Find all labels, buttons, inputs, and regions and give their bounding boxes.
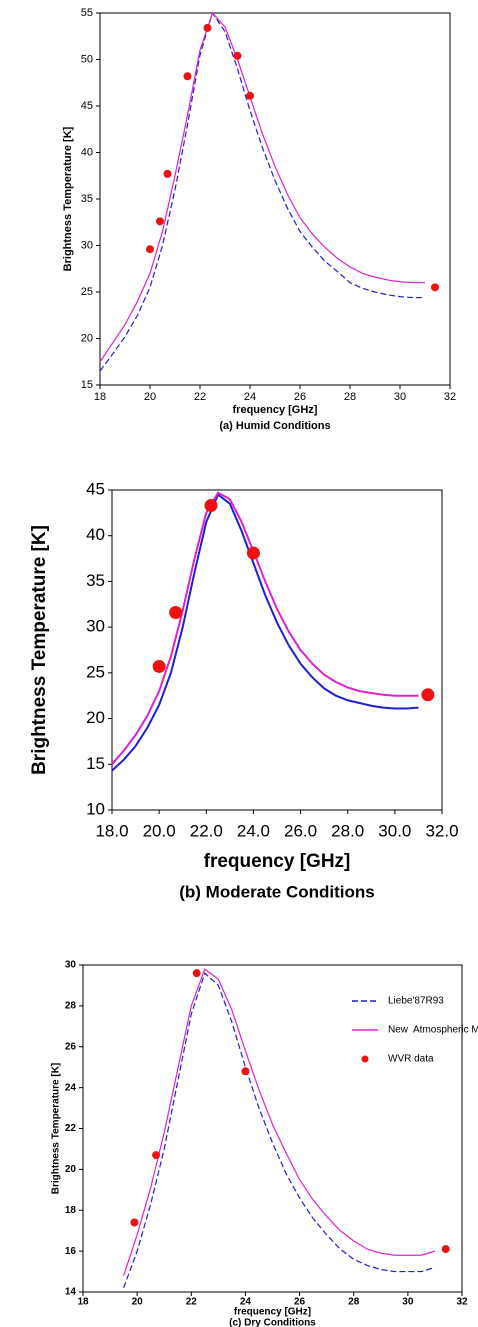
y-tick-label: 18 xyxy=(65,1205,77,1216)
x-tick-label: 28 xyxy=(344,391,356,403)
y-axis-label: Brightness Temperature [K] xyxy=(62,126,74,271)
y-tick-label: 20 xyxy=(65,1164,77,1175)
x-tick-label: 24 xyxy=(240,1297,252,1308)
y-tick-label: 50 xyxy=(81,53,93,65)
y-tick-label: 16 xyxy=(65,1246,77,1257)
data-point xyxy=(163,169,172,178)
series-line xyxy=(111,492,419,772)
series-line xyxy=(123,972,436,1289)
series-line xyxy=(99,11,425,372)
x-tick-label: 24.0 xyxy=(237,821,270,840)
data-point xyxy=(146,245,154,254)
legend-marker xyxy=(361,1055,369,1063)
y-tick-label: 35 xyxy=(81,193,93,205)
y-tick-label: 15 xyxy=(81,379,93,391)
x-tick-label: 26 xyxy=(294,391,306,403)
y-tick-label: 20 xyxy=(81,332,93,344)
data-point xyxy=(246,91,254,100)
data-point xyxy=(241,1067,250,1076)
chart: 15 20 25 30 35 40 45 50 55 18 20 22 24 26 28 30 32 freque… xyxy=(62,7,456,432)
data-point xyxy=(130,1218,139,1227)
x-tick-label: 30 xyxy=(394,391,406,403)
x-tick-label: 18.0 xyxy=(95,821,128,840)
data-point xyxy=(441,1245,450,1254)
data-point xyxy=(156,217,164,226)
x-tick-label: 26 xyxy=(294,1297,306,1308)
x-tick-label: 22 xyxy=(194,391,206,403)
y-tick-label: 55 xyxy=(81,7,93,19)
x-tick-label: 32 xyxy=(444,391,456,403)
x-tick-label: 26.0 xyxy=(284,821,317,840)
x-axis-label: frequency [GHz] xyxy=(234,1307,311,1318)
legend-label: WVR data xyxy=(388,1054,434,1065)
x-tick-label: 22.0 xyxy=(190,821,223,840)
x-tick-label: 24 xyxy=(244,391,256,403)
x-tick-label: 32.0 xyxy=(425,821,458,840)
y-tick-label: 10 xyxy=(86,799,105,818)
y-tick-label: 26 xyxy=(65,1041,77,1052)
x-tick-label: 32 xyxy=(456,1297,468,1308)
plot-frame xyxy=(111,489,443,811)
data-point xyxy=(421,688,435,702)
y-tick-label: 25 xyxy=(86,662,105,681)
chart-subtitle: (c) Dry Conditions xyxy=(229,1318,316,1327)
x-tick-label: 20 xyxy=(132,1297,144,1308)
y-tick-label: 28 xyxy=(65,1001,77,1012)
y-tick-label: 20 xyxy=(86,708,105,727)
x-tick-label: 28.0 xyxy=(331,821,364,840)
plot-frame xyxy=(99,12,451,386)
y-tick-label: 25 xyxy=(81,286,93,298)
y-tick-label: 24 xyxy=(65,1082,77,1093)
data-point xyxy=(183,72,192,81)
data-point xyxy=(152,659,166,673)
x-tick-label: 22 xyxy=(186,1297,198,1308)
chart: 10 15 20 25 30 35 40 45 18.0 20.0 22.0 24.0 26.0 28.0… xyxy=(29,479,459,901)
legend-label: New Atmospheric Model xyxy=(388,1025,478,1036)
y-tick-label: 45 xyxy=(81,100,93,112)
data-point xyxy=(169,606,183,620)
data-point xyxy=(192,969,201,978)
data-point xyxy=(246,546,260,560)
x-tick-label: 28 xyxy=(348,1297,360,1308)
legend-label: Liebe'87R93 xyxy=(388,996,444,1007)
x-axis-label: frequency [GHz] xyxy=(233,404,318,416)
x-tick-label: 18 xyxy=(94,391,106,403)
y-tick-label: 30 xyxy=(86,617,105,636)
x-tick-label: 20 xyxy=(144,391,156,403)
data-point xyxy=(233,51,242,60)
y-tick-label: 35 xyxy=(86,571,105,590)
y-tick-label: 30 xyxy=(65,960,77,971)
y-tick-label: 40 xyxy=(86,525,105,544)
data-point xyxy=(203,23,212,32)
data-point xyxy=(431,283,439,292)
x-axis-label: frequency [GHz] xyxy=(204,851,351,872)
data-point xyxy=(204,499,218,513)
y-axis-label: Brightness Temperature [K] xyxy=(51,1063,62,1195)
chart: 14 16 18 20 22 24 26 28 30 18 20 22 24 26 28 30 32 freque… xyxy=(51,960,478,1327)
x-tick-label: 18 xyxy=(77,1297,89,1308)
y-tick-label: 30 xyxy=(81,239,93,251)
y-tick-label: 45 xyxy=(86,479,105,498)
y-axis-label: Brightness Temperature [K] xyxy=(29,525,50,775)
x-tick-label: 20.0 xyxy=(143,821,176,840)
series-line xyxy=(111,491,419,765)
chart-subtitle: (b) Moderate Conditions xyxy=(179,882,374,901)
chart-subtitle: (a) Humid Conditions xyxy=(219,420,330,432)
series-line xyxy=(99,11,425,363)
series-line xyxy=(123,968,436,1276)
data-point xyxy=(152,1151,161,1160)
x-tick-label: 30.0 xyxy=(378,821,411,840)
x-tick-label: 30 xyxy=(402,1297,414,1308)
y-tick-label: 14 xyxy=(65,1287,77,1298)
y-tick-label: 15 xyxy=(86,754,105,773)
y-tick-label: 22 xyxy=(65,1123,77,1134)
y-tick-label: 40 xyxy=(81,146,93,158)
